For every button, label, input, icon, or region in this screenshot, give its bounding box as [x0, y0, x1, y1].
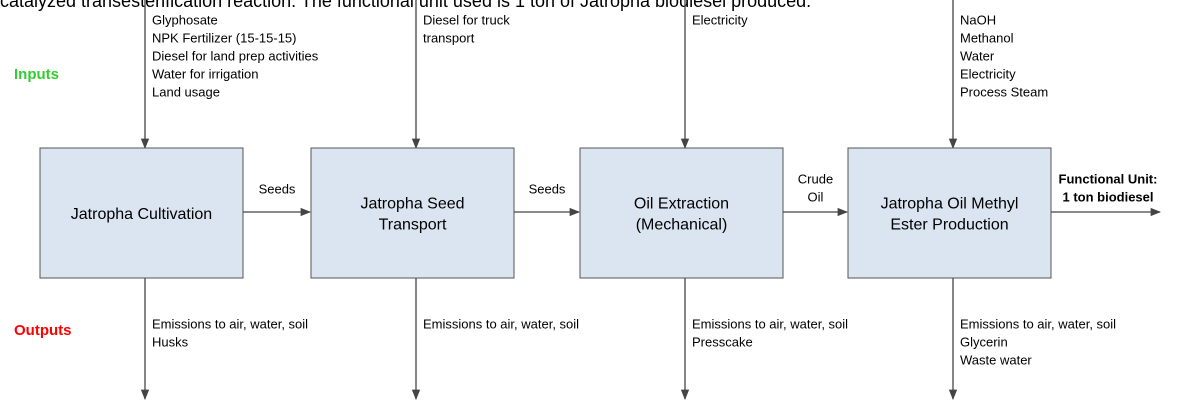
inputs-label: Inputs: [14, 66, 59, 83]
input-item: Water: [960, 48, 995, 63]
input-item: Electricity: [692, 12, 748, 27]
output-item: Emissions to air, water, soil: [423, 316, 579, 331]
process-label: Oil Extraction: [634, 196, 729, 213]
flow-label: Seeds: [259, 181, 296, 196]
flow-label: Oil: [808, 189, 824, 204]
input-item: transport: [423, 30, 475, 45]
input-item: Diesel for truck: [423, 12, 510, 27]
output-item: Husks: [152, 334, 189, 349]
output-item: Presscake: [692, 334, 753, 349]
outputs-label: Outputs: [14, 322, 72, 339]
output-item: Glycerin: [960, 334, 1008, 349]
process-label: Jatropha Seed: [360, 196, 464, 213]
input-item: NaOH: [960, 12, 996, 27]
input-item: NPK Fertilizer (15-15-15): [152, 30, 297, 45]
input-item: Electricity: [960, 66, 1016, 81]
process-box: [579, 147, 784, 279]
process-label: (Mechanical): [636, 217, 728, 234]
input-item: Water for irrigation: [152, 66, 258, 81]
input-item: Diesel for land prep activities: [152, 48, 319, 63]
process-label: Transport: [379, 217, 447, 234]
functional-unit: 1 ton biodiesel: [1062, 189, 1153, 204]
process-label: Ester Production: [890, 217, 1008, 234]
output-item: Emissions to air, water, soil: [960, 316, 1116, 331]
output-item: Emissions to air, water, soil: [692, 316, 848, 331]
process-box: [847, 147, 1052, 279]
input-item: Methanol: [960, 30, 1014, 45]
input-item: Glyphosate: [152, 12, 218, 27]
output-item: Emissions to air, water, soil: [152, 316, 308, 331]
caption: catalyzed transesterification reaction. …: [0, 0, 811, 11]
input-item: Land usage: [152, 84, 220, 99]
functional-unit: Functional Unit:: [1059, 171, 1158, 186]
flow-label: Seeds: [529, 181, 566, 196]
process-box: [39, 147, 244, 279]
output-item: Waste water: [960, 352, 1032, 367]
process-label: Jatropha Oil Methyl: [881, 196, 1019, 213]
process-label: Jatropha Cultivation: [71, 206, 212, 223]
process-box: [310, 147, 515, 279]
flow-label: Crude: [798, 171, 833, 186]
input-item: Process Steam: [960, 84, 1048, 99]
